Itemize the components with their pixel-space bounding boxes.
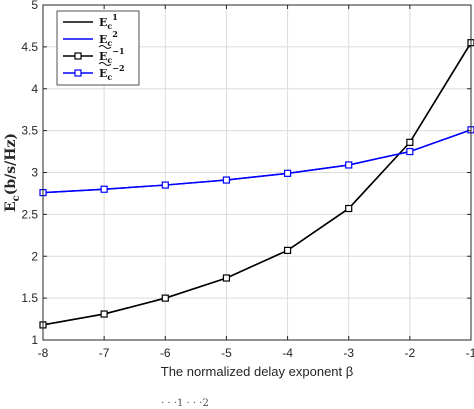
legend-tilde [98, 45, 112, 49]
y-tick-label: 3.5 [21, 124, 38, 138]
series-4-point [161, 181, 169, 189]
legend-entry-label: Ec1 [99, 12, 118, 31]
x-tick-label: -7 [99, 346, 110, 360]
series-3-point [161, 294, 169, 302]
ticks: -8 -7 -6 -5 -4 -3 -2 -1 1 1.5 2 2.5 3 3.5 4 4.5 5 [21, 0, 474, 360]
legend-tilde [98, 62, 112, 66]
y-tick-label: 5 [31, 0, 38, 12]
legend-entry-label: Ec−1 [99, 46, 125, 65]
y-tick-label: 1.5 [21, 291, 38, 305]
x-tick-label: -1 [466, 346, 474, 360]
y-tick-label: 4 [31, 82, 38, 96]
y-tick-label: 3 [31, 166, 38, 180]
series-4-point [345, 161, 353, 169]
y-axis-label: Ec(b/s/Hz) [3, 133, 22, 212]
y-tick-label: 1 [31, 333, 38, 347]
y-tick-label: 2 [31, 249, 38, 263]
legend-entry-label: Ec−2 [99, 63, 125, 82]
series-layer [39, 39, 474, 329]
series-3-point [345, 204, 353, 213]
series-4 [39, 126, 474, 197]
y-axis-title: Ec(b/s/Hz) [3, 133, 22, 212]
x-tick-label: -8 [38, 346, 49, 360]
legend-entry-label: Ec2 [99, 29, 118, 48]
x-tick-label: -5 [221, 346, 232, 360]
x-tick-label: -3 [343, 346, 354, 360]
legend-swatch-marker [74, 52, 82, 60]
series-4-point [406, 147, 414, 156]
series-3-point [406, 138, 414, 146]
legend-swatch-marker [74, 69, 82, 77]
y-tick-label: 2.5 [21, 207, 38, 221]
series-4-line [42, 129, 472, 194]
x-axis-label: The normalized delay exponent β [161, 364, 353, 379]
x-tick-label: -4 [282, 346, 293, 360]
series-3-point [283, 246, 292, 254]
series-4-point [222, 176, 231, 184]
x-tick-label: -2 [405, 346, 416, 360]
series-3-point [222, 274, 231, 282]
series-4-point [100, 185, 108, 193]
x-tick-label: -6 [160, 346, 171, 360]
caption-fragment: · · ·1 · · ·2 [161, 398, 209, 409]
series-4-point [283, 169, 292, 177]
series-3-point [100, 310, 108, 318]
y-tick-label: 4.5 [21, 40, 38, 54]
